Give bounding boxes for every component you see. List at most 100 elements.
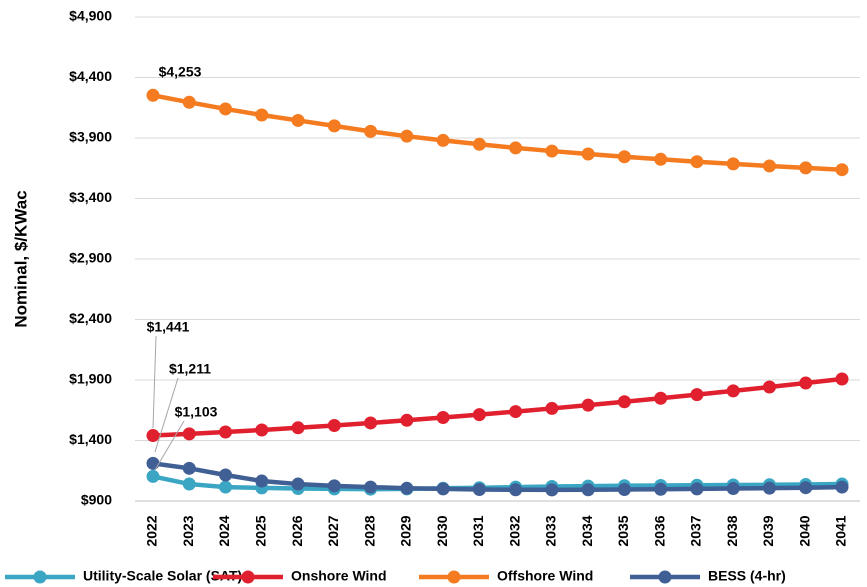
data-label: $1,211 (169, 361, 211, 377)
y-tick-label: $2,400 (69, 310, 112, 326)
data-point (762, 380, 776, 394)
y-tick-label: $1,400 (69, 431, 112, 447)
data-point (436, 411, 450, 425)
data-point (690, 482, 704, 496)
data-point (654, 391, 668, 405)
x-tick-label: 2039 (760, 515, 776, 546)
data-point (291, 477, 305, 491)
data-point (182, 477, 196, 491)
x-tick-label: 2031 (470, 515, 486, 546)
data-point (581, 398, 595, 412)
data-point (799, 376, 813, 390)
data-point (219, 480, 233, 494)
data-point (146, 88, 160, 102)
data-point (509, 483, 523, 497)
data-point (327, 418, 341, 432)
data-point (509, 141, 523, 155)
data-point (617, 150, 631, 164)
data-point (799, 161, 813, 175)
data-point (835, 480, 849, 494)
data-point (654, 152, 668, 166)
data-point (690, 388, 704, 402)
y-tick-label: $4,400 (69, 68, 112, 84)
data-point (291, 113, 305, 127)
x-tick-label: 2029 (398, 515, 414, 546)
data-point (364, 416, 378, 430)
data-point (400, 481, 414, 495)
data-point (581, 147, 595, 161)
legend-swatch-dot (447, 570, 461, 584)
y-axis-title: Nominal, $/KWac (11, 190, 30, 327)
x-tick-label: 2035 (615, 515, 631, 546)
y-tick-label: $2,900 (69, 250, 112, 266)
legend-label: Onshore Wind (291, 568, 387, 584)
legend-label: Offshore Wind (497, 568, 593, 584)
x-tick-label: 2026 (289, 515, 305, 546)
x-tick-label: 2038 (724, 515, 740, 546)
data-point (762, 481, 776, 495)
series-line (152, 93, 843, 172)
x-tick-label: 2033 (543, 515, 559, 546)
data-point (726, 384, 740, 398)
data-point (799, 481, 813, 495)
x-tick-label: 2022 (144, 515, 160, 546)
data-point (726, 482, 740, 496)
data-point (726, 157, 740, 171)
data-point (364, 480, 378, 494)
data-point (436, 133, 450, 147)
data-point (364, 124, 378, 138)
data-point (436, 482, 450, 496)
leader-line (154, 377, 179, 453)
x-tick-label: 2036 (651, 515, 667, 546)
legend-swatch-dot (658, 570, 672, 584)
data-point (327, 479, 341, 493)
x-tick-label: 2041 (833, 515, 849, 546)
data-point (690, 155, 704, 169)
data-label: $4,253 (159, 64, 202, 80)
x-tick-label: 2024 (216, 515, 232, 546)
data-point (835, 163, 849, 177)
data-point (617, 395, 631, 409)
y-tick-label: $1,900 (69, 371, 112, 387)
data-point (182, 461, 196, 475)
leader-line (154, 420, 185, 471)
x-tick-label: 2040 (796, 515, 812, 546)
data-point (146, 456, 160, 470)
legend-label: Utility-Scale Solar (SAT) (83, 568, 242, 584)
data-point (182, 427, 196, 441)
leader-line (152, 335, 157, 429)
legend-swatch-dot (33, 570, 47, 584)
data-point (327, 119, 341, 133)
data-point (255, 474, 269, 488)
y-tick-label: $900 (81, 492, 112, 508)
x-tick-label: 2027 (325, 515, 341, 546)
y-tick-label: $3,400 (69, 189, 112, 205)
data-point (219, 468, 233, 482)
data-point (762, 159, 776, 173)
data-point (545, 483, 559, 497)
data-point (472, 408, 486, 422)
data-point (472, 137, 486, 151)
data-point (146, 429, 160, 443)
data-point (472, 483, 486, 497)
data-point (255, 108, 269, 122)
data-point (400, 413, 414, 427)
data-point (182, 95, 196, 109)
legend-swatch-dot (241, 570, 255, 584)
x-tick-label: 2030 (434, 515, 450, 546)
data-point (255, 423, 269, 437)
x-tick-label: 2025 (252, 515, 268, 546)
x-tick-label: 2034 (579, 515, 595, 546)
data-label: $1,441 (147, 319, 190, 335)
data-point (545, 144, 559, 158)
data-label: $1,103 (175, 404, 218, 420)
x-tick-label: 2023 (180, 515, 196, 546)
data-point (654, 482, 668, 496)
x-tick-label: 2032 (506, 515, 522, 546)
legend-label: BESS (4-hr) (708, 568, 786, 584)
data-point (835, 372, 849, 386)
x-tick-label: 2028 (361, 515, 377, 546)
data-point (617, 483, 631, 497)
data-point (400, 129, 414, 143)
